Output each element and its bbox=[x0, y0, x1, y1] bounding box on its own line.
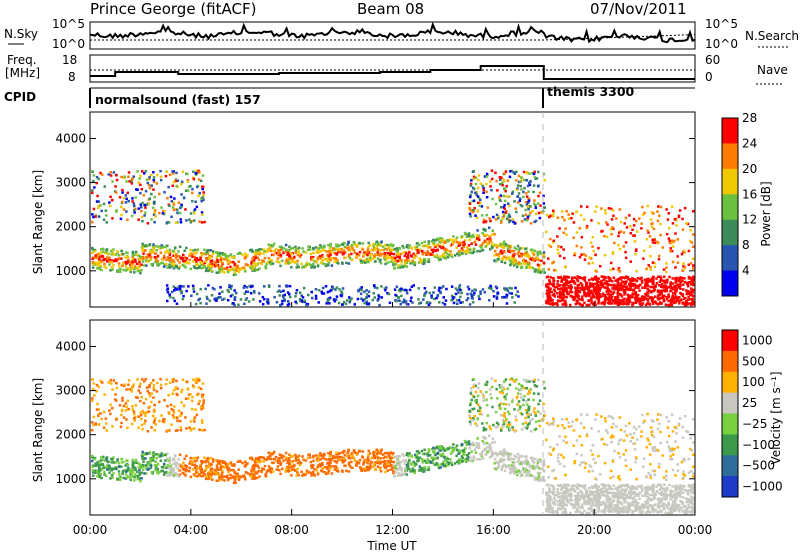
velocity-ytick-label-3: 4000 bbox=[55, 339, 86, 353]
velocity-colorbar-swatch-4 bbox=[722, 413, 738, 435]
power-y-axis-label: Slant Range [km] bbox=[31, 170, 45, 274]
velocity-colorbar-swatch-2 bbox=[722, 371, 738, 394]
power-colorbar-frame bbox=[721, 117, 739, 297]
nave-tick-bottom: 0 bbox=[705, 70, 713, 84]
frequency-step-line bbox=[90, 65, 695, 80]
x-tick-label-4: 16:00 bbox=[476, 523, 511, 537]
power-colorbar-tick-2: 12 bbox=[742, 213, 757, 227]
cpid-segment-text-1: themis 3300 bbox=[547, 84, 635, 99]
x-tick-label-6: 00:00 bbox=[678, 523, 713, 537]
power-colorbar-swatch-2 bbox=[722, 168, 738, 195]
x-tick-label-5: 20:00 bbox=[577, 523, 612, 537]
frequency-tick-bottom: 8 bbox=[68, 70, 76, 84]
power-ytick-label-2: 3000 bbox=[55, 176, 86, 190]
noise-right-label: N.Search bbox=[745, 29, 799, 43]
power-y-axis: 1000 2000 3000 4000 bbox=[55, 131, 695, 278]
power-colorbar-swatch-0 bbox=[722, 118, 738, 144]
velocity-colorbar-tick-2: 100 bbox=[742, 375, 765, 389]
velocity-colorbar-swatch-3 bbox=[722, 392, 738, 414]
frequency-panel: Freq. [MHz] 18 8 60 0 Nave bbox=[5, 53, 788, 85]
velocity-colorbar-tick-7: −1000 bbox=[742, 480, 783, 494]
time-x-axis: 00:00 04:00 08:00 12:00 16:00 20:00 00:00 bbox=[73, 302, 713, 537]
nave-label: Nave bbox=[757, 63, 788, 77]
power-ytick-label-0: 1000 bbox=[55, 264, 86, 278]
noise-search-line bbox=[90, 34, 696, 41]
velocity-colorbar-swatch-1 bbox=[722, 350, 738, 373]
time-x-axis-label: Time UT bbox=[366, 539, 417, 553]
x-tick-label-0: 00:00 bbox=[73, 523, 108, 537]
power-colorbar-label: Power [dB] bbox=[759, 181, 773, 246]
velocity-colorbar-tick-1: 500 bbox=[742, 354, 765, 368]
cpid-panel: CPID normalsound (fast) 157 themis 3300 bbox=[4, 84, 695, 108]
velocity-colorbar-tick-6: −500 bbox=[742, 459, 775, 473]
velocity-colorbar-swatch-7 bbox=[722, 476, 738, 498]
x-tick-label-1: 04:00 bbox=[174, 523, 209, 537]
power-colorbar-tick-0: 4 bbox=[742, 264, 750, 278]
velocity-ytick-label-0: 1000 bbox=[55, 472, 86, 486]
x-tick-label-3: 12:00 bbox=[375, 523, 410, 537]
frequency-label-line1: Freq. bbox=[7, 53, 37, 67]
power-colorbar-swatch-6 bbox=[722, 270, 738, 297]
velocity-ytick-label-1: 2000 bbox=[55, 428, 86, 442]
power-colorbar-tick-4: 20 bbox=[742, 162, 757, 176]
noise-left-tick-bottom: 10^0 bbox=[52, 37, 85, 51]
noise-left-label: N.Sky bbox=[4, 27, 38, 41]
frequency-panel-frame bbox=[89, 54, 696, 83]
velocity-colorbar-swatch-0 bbox=[722, 330, 738, 352]
velocity-colorbar-tick-5: −100 bbox=[742, 438, 775, 452]
velocity-colorbar-label: Velocity [m s⁻¹] bbox=[769, 371, 783, 464]
velocity-colorbar-swatch-5 bbox=[722, 434, 738, 456]
power-colorbar-tick-3: 16 bbox=[742, 187, 757, 201]
power-heatmap-cells bbox=[91, 169, 695, 307]
velocity-y-axis-label: Slant Range [km] bbox=[31, 378, 45, 482]
power-colorbar-swatch-3 bbox=[722, 194, 738, 221]
station-title: Prince George (fitACF) bbox=[90, 0, 256, 18]
cpid-segment-text-0: normalsound (fast) 157 bbox=[95, 92, 261, 107]
velocity-colorbar-tick-4: −25 bbox=[742, 417, 767, 431]
velocity-heatmap-cells bbox=[91, 377, 695, 515]
velocity-y-axis: 1000 2000 3000 4000 bbox=[55, 339, 695, 486]
velocity-colorbar-tick-0: 1000 bbox=[742, 333, 773, 347]
noise-right-tick-top: 10^5 bbox=[705, 17, 738, 31]
cpid-label: CPID bbox=[4, 90, 36, 104]
power-colorbar-swatch-4 bbox=[722, 219, 738, 246]
velocity-colorbar-frame bbox=[721, 329, 739, 498]
frequency-label-line2: [MHz] bbox=[5, 66, 40, 80]
nave-tick-top: 60 bbox=[705, 53, 720, 67]
power-colorbar: 4 8 12 16 20 24 28 bbox=[721, 111, 757, 297]
noise-right-tick-bottom: 10^0 bbox=[705, 37, 738, 51]
power-colorbar-tick-1: 8 bbox=[742, 238, 750, 252]
beam-title: Beam 08 bbox=[357, 0, 424, 18]
velocity-colorbar-swatch-6 bbox=[722, 455, 738, 477]
x-tick-label-2: 08:00 bbox=[274, 523, 309, 537]
noise-left-tick-top: 10^5 bbox=[52, 17, 85, 31]
power-ytick-label-3: 4000 bbox=[55, 131, 86, 145]
frequency-tick-top: 18 bbox=[62, 53, 77, 67]
power-colorbar-tick-5: 24 bbox=[742, 136, 757, 150]
power-colorbar-swatch-1 bbox=[722, 143, 738, 170]
power-panel: 1000 2000 3000 4000 Slant Range [km] 4 8 12 16… bbox=[31, 111, 773, 308]
velocity-colorbar-tick-3: 25 bbox=[742, 396, 757, 410]
velocity-ytick-label-2: 3000 bbox=[55, 384, 86, 398]
power-ytick-label-1: 2000 bbox=[55, 220, 86, 234]
date-title: 07/Nov/2011 bbox=[590, 0, 687, 18]
velocity-colorbar: 1000 500 100 25 −25 −100 −500 −1000 bbox=[721, 329, 783, 498]
noise-panel: N.Sky 10^5 10^0 10^5 10^0 N.Search bbox=[4, 17, 799, 51]
power-colorbar-tick-6: 28 bbox=[742, 111, 757, 125]
noise-sky-line bbox=[89, 21, 696, 44]
power-colorbar-swatch-5 bbox=[722, 245, 738, 272]
